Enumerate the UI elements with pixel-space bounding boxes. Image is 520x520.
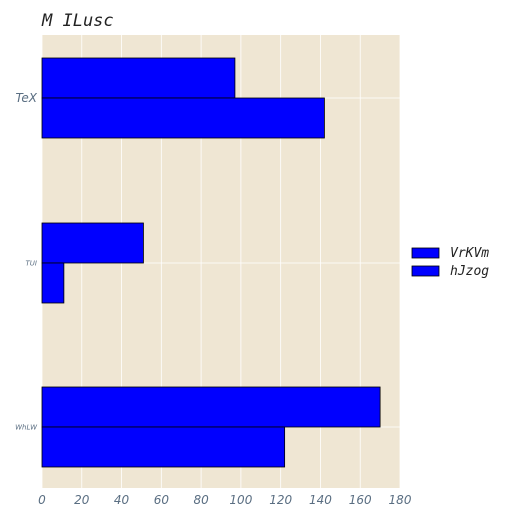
x-tick-label: 20 [74, 493, 90, 507]
y-category-label-tex: TeX [16, 91, 38, 105]
y-category-label-whlw: WhLW [15, 423, 38, 431]
x-tick-label: 80 [193, 493, 209, 507]
legend-label-hjzog: hJzog [450, 264, 489, 279]
legend-label-vrkvm: VrKVm [450, 246, 489, 261]
x-tick-label: 180 [389, 493, 412, 507]
bar-vrkvm-tex [41, 57, 236, 99]
bar-hjzog-whlw [41, 426, 286, 468]
x-tick-label: 100 [229, 493, 252, 507]
x-tick-label: 60 [154, 493, 170, 507]
chart-title: M ILusc [41, 11, 114, 31]
bars [41, 57, 381, 468]
bar-vrkvm-whlw [41, 386, 381, 428]
x-tick-label: 120 [269, 493, 292, 507]
legend-swatch-vrkvm [411, 247, 440, 259]
y-category-label-tui: TUI [26, 259, 37, 267]
x-tick-labels: 0 20 40 60 80 100 120 140 160 180 [38, 493, 412, 507]
x-tick-label: 0 [38, 493, 46, 507]
legend: VrKVm hJzog [411, 246, 489, 279]
bar-hjzog-tex [41, 97, 325, 139]
bar-vrkvm-tui [41, 222, 144, 264]
x-tick-label: 140 [309, 493, 332, 507]
y-category-labels: TeX TUI WhLW [15, 91, 38, 431]
bar-hjzog-tui [41, 262, 65, 304]
x-tick-label: 160 [349, 493, 372, 507]
legend-swatch-hjzog [411, 265, 440, 277]
x-tick-label: 40 [114, 493, 130, 507]
